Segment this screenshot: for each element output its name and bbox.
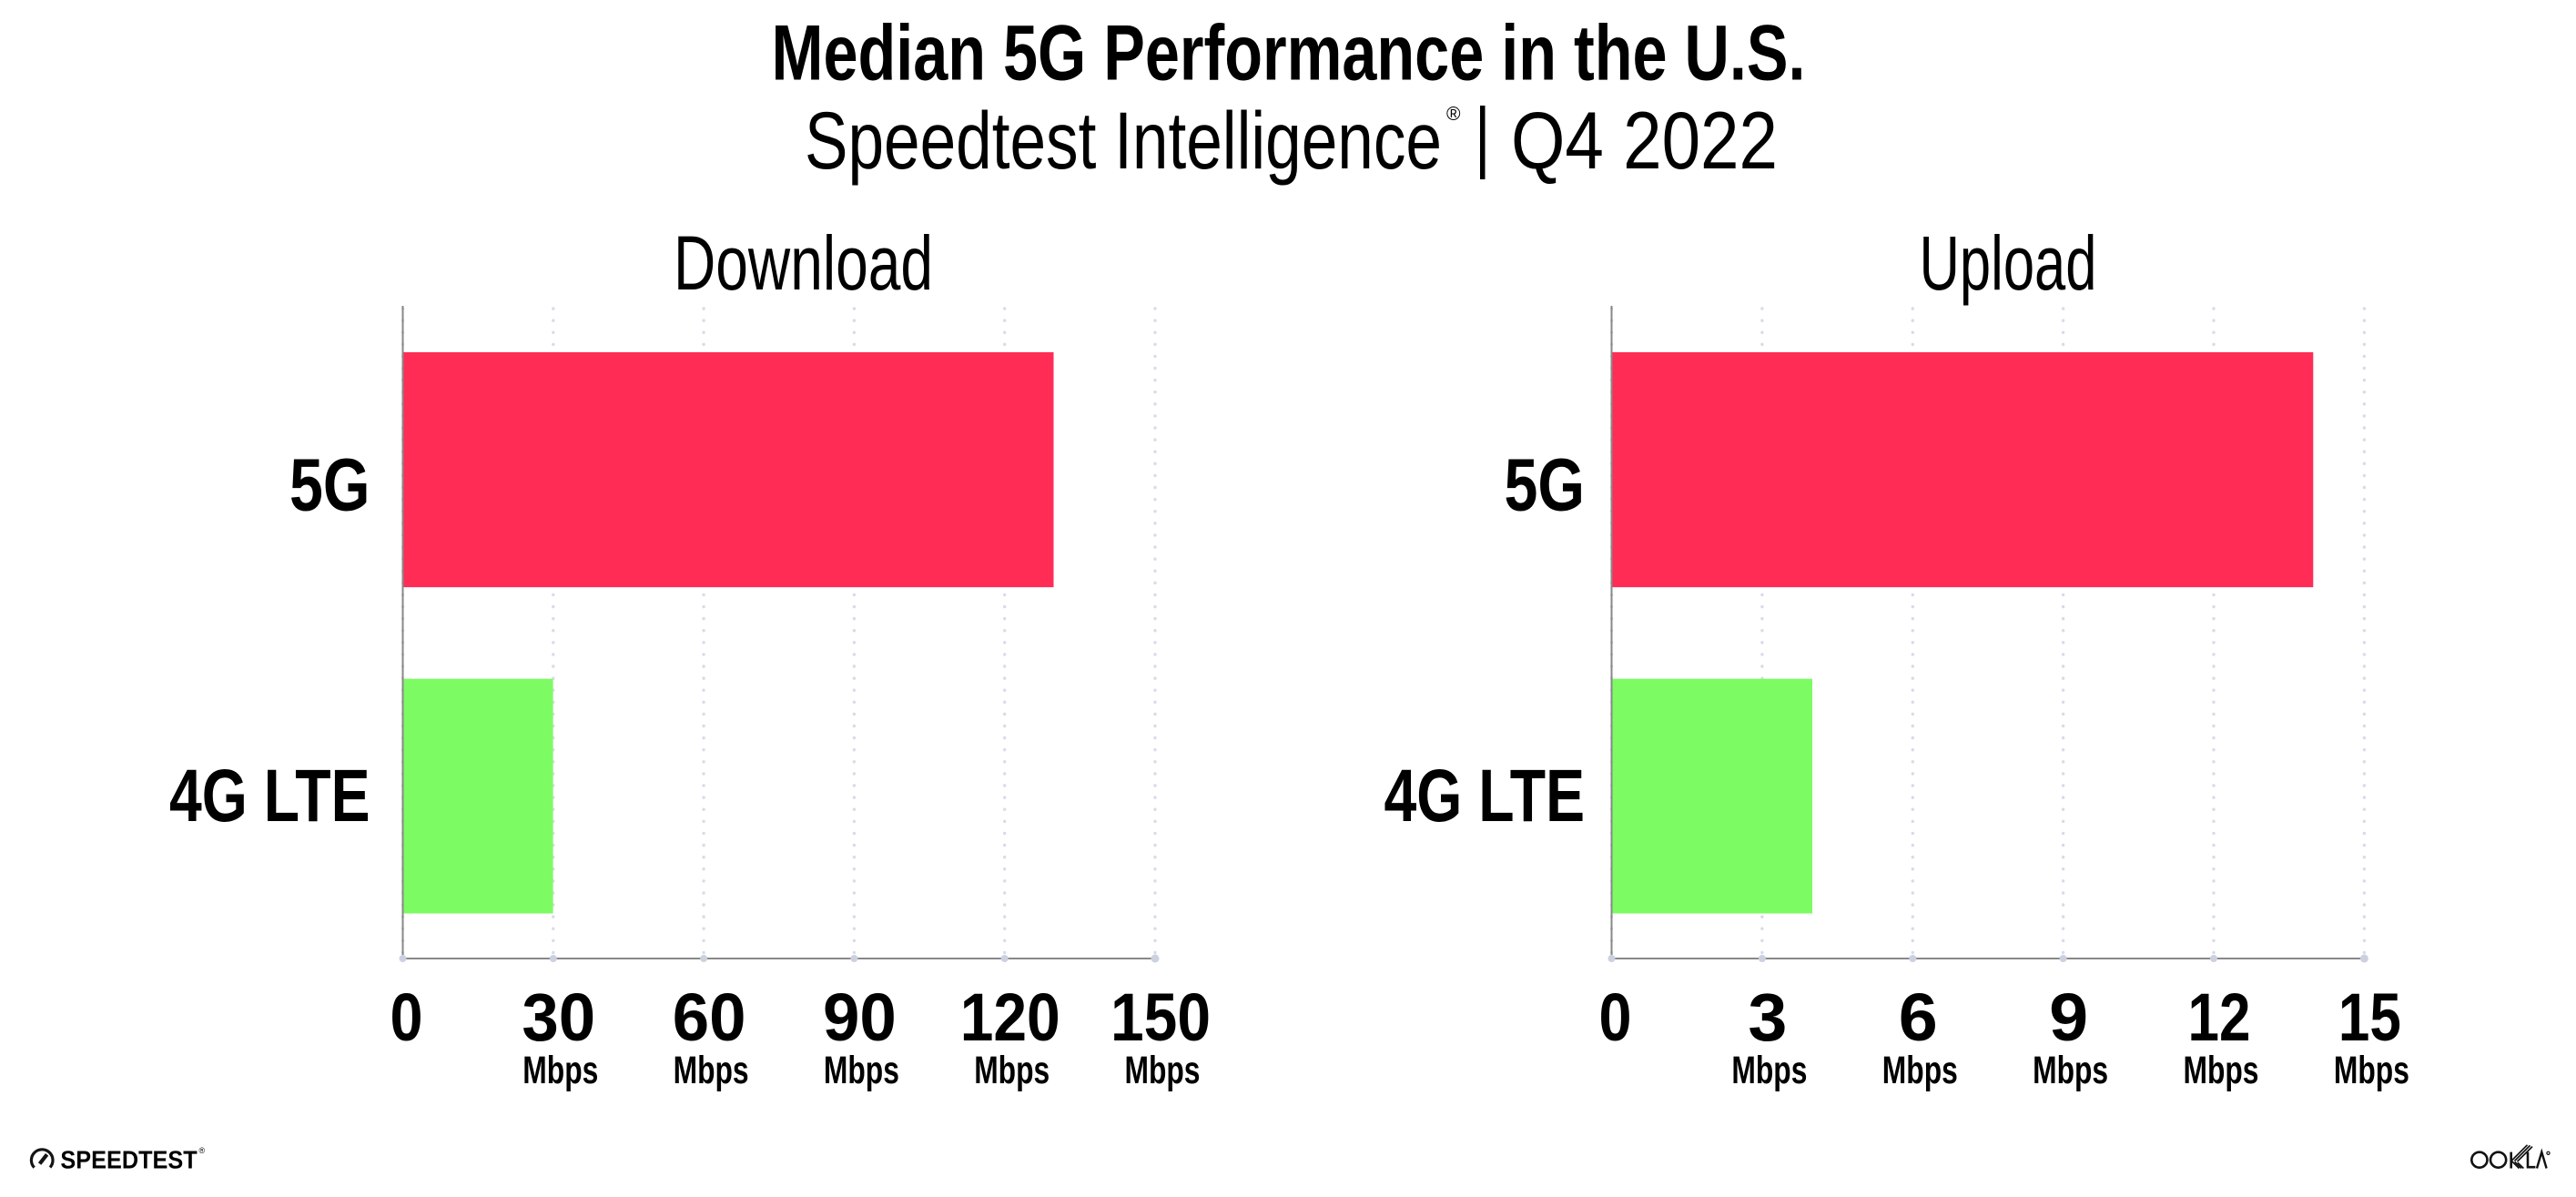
svg-text:150: 150 [1111, 979, 1211, 1055]
svg-text:Mbps: Mbps [824, 1049, 899, 1092]
svg-text:5G: 5G [1505, 444, 1586, 527]
svg-text:Mbps: Mbps [974, 1049, 1050, 1092]
svg-text:6: 6 [1899, 979, 1938, 1055]
svg-text:®: ® [1446, 104, 1461, 125]
svg-text:3: 3 [1748, 979, 1787, 1055]
svg-text:Download: Download [674, 220, 933, 306]
svg-text:0: 0 [390, 979, 423, 1055]
svg-text:60: 60 [673, 979, 746, 1055]
svg-text:0: 0 [1599, 979, 1632, 1055]
svg-text:Mbps: Mbps [2184, 1049, 2259, 1092]
svg-text:12: 12 [2188, 979, 2251, 1055]
svg-text:9: 9 [2049, 979, 2088, 1055]
svg-text:SPEEDTEST: SPEEDTEST [60, 1146, 197, 1174]
svg-text:Mbps: Mbps [1125, 1049, 1201, 1092]
svg-text:Mbps: Mbps [2033, 1049, 2108, 1092]
svg-text:®: ® [199, 1146, 206, 1155]
svg-text:30: 30 [522, 979, 595, 1055]
svg-text:Q4 2022: Q4 2022 [1511, 95, 1778, 186]
svg-text:Speedtest Intelligence: Speedtest Intelligence [805, 95, 1442, 186]
svg-text:90: 90 [823, 979, 897, 1055]
svg-text:Mbps: Mbps [674, 1049, 749, 1092]
svg-text:Median 5G Performance in the U: Median 5G Performance in the U.S. [772, 10, 1806, 97]
svg-text:Upload: Upload [1920, 220, 2097, 306]
svg-text:Mbps: Mbps [1731, 1049, 1807, 1092]
svg-text:15: 15 [2338, 979, 2401, 1055]
svg-text:120: 120 [960, 979, 1060, 1055]
svg-text:Mbps: Mbps [2334, 1049, 2409, 1092]
svg-text:5G: 5G [289, 444, 370, 527]
svg-text:Mbps: Mbps [522, 1049, 598, 1092]
svg-text:4G LTE: 4G LTE [1384, 755, 1586, 837]
svg-text:Mbps: Mbps [1882, 1049, 1958, 1092]
svg-text:4G LTE: 4G LTE [169, 755, 370, 837]
